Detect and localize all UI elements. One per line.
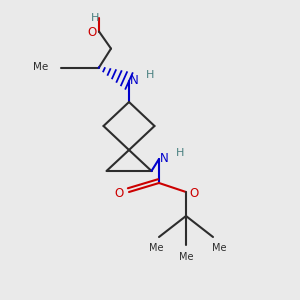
- Text: O: O: [189, 187, 198, 200]
- Text: O: O: [115, 187, 124, 200]
- Text: N: N: [130, 74, 139, 88]
- Text: N: N: [160, 152, 169, 166]
- Text: O: O: [88, 26, 97, 39]
- Text: Me: Me: [33, 62, 48, 73]
- Text: Me: Me: [149, 243, 163, 254]
- Text: Me: Me: [212, 243, 226, 254]
- Text: H: H: [146, 70, 154, 80]
- Text: H: H: [91, 13, 100, 23]
- Text: Me: Me: [179, 251, 193, 262]
- Text: H: H: [176, 148, 184, 158]
